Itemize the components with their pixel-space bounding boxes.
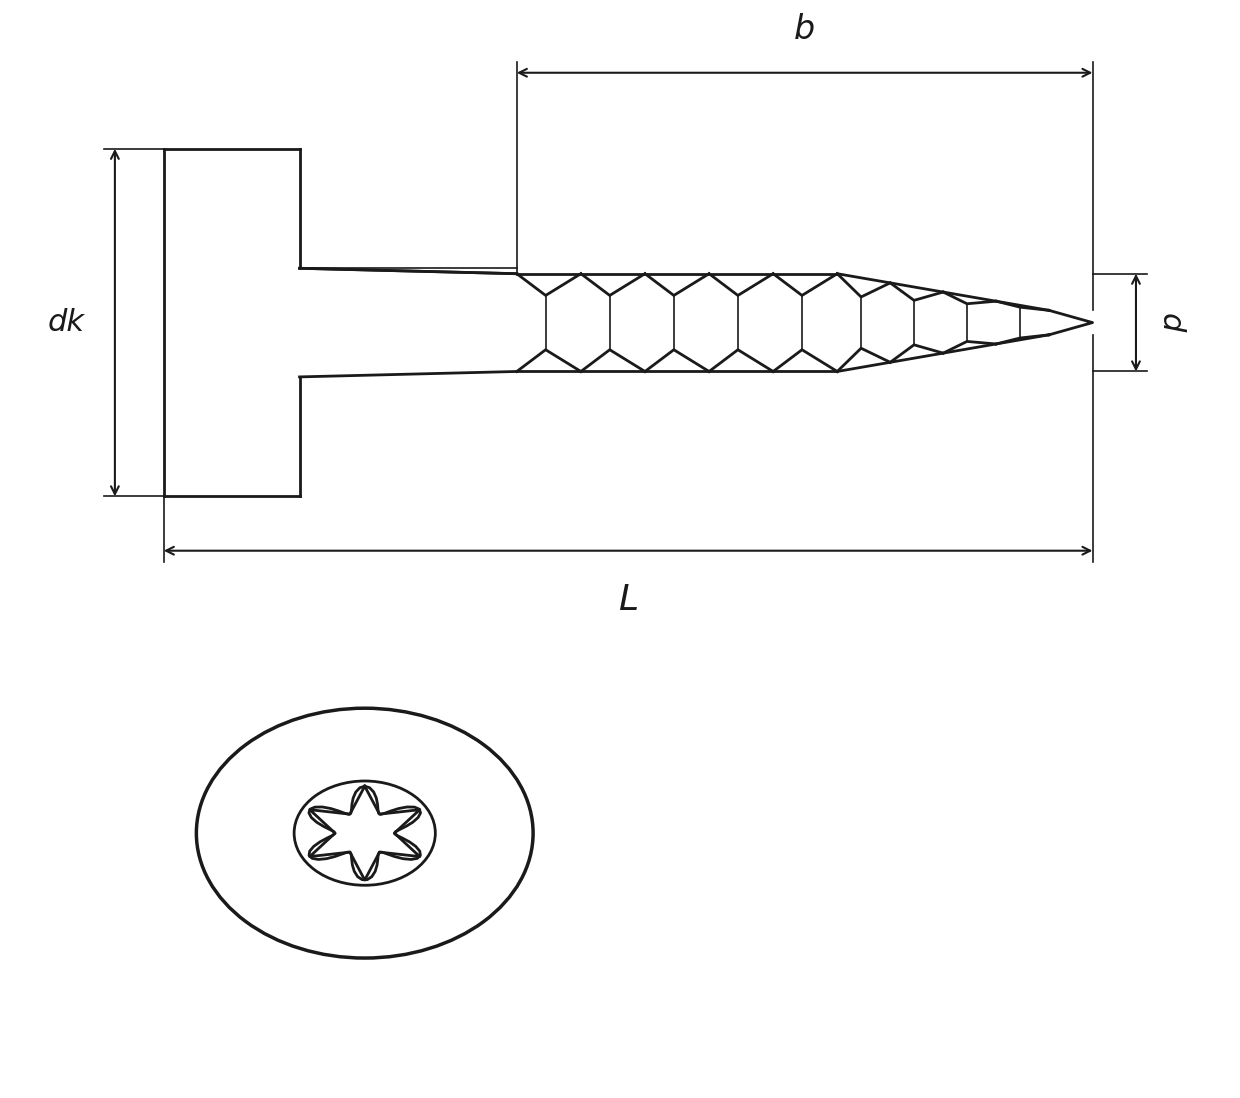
Text: b: b — [794, 12, 815, 46]
Text: d: d — [1156, 313, 1184, 333]
Text: dk: dk — [47, 309, 84, 337]
Text: L: L — [618, 583, 639, 617]
